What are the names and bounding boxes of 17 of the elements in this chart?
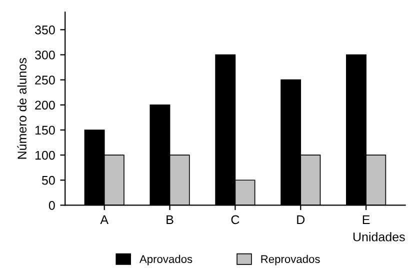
x-axis-title: Unidades — [353, 232, 405, 242]
x-tick-label: D — [297, 215, 305, 224]
y-tick-label: 100 — [35, 150, 55, 160]
y-tick-label: 250 — [35, 76, 55, 84]
y-tick-label: 0 — [48, 201, 55, 210]
y-tick-label: 200 — [35, 100, 55, 110]
x-tick-label: A — [100, 215, 108, 224]
legend-label: Aprovados — [139, 254, 192, 266]
y-axis-title: Número de alunos — [17, 58, 26, 159]
y-tick-label: 350 — [35, 26, 55, 34]
x-tick-label: C — [231, 215, 240, 224]
y-tick-label: 300 — [35, 50, 55, 60]
x-tick-label: E — [362, 215, 370, 224]
legend-label: Reprovados — [261, 254, 320, 266]
x-tick-label: B — [166, 215, 174, 224]
y-tick-label: 50 — [42, 176, 55, 185]
y-tick-label: 150 — [35, 126, 55, 135]
